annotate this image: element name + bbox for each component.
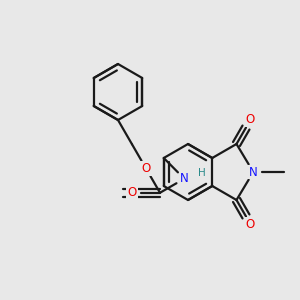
Text: O: O [141,162,151,175]
Text: O: O [246,218,255,231]
Text: H: H [198,168,206,178]
Text: N: N [249,166,258,178]
Text: N: N [180,172,189,185]
Text: O: O [128,186,136,199]
Text: O: O [246,113,255,126]
